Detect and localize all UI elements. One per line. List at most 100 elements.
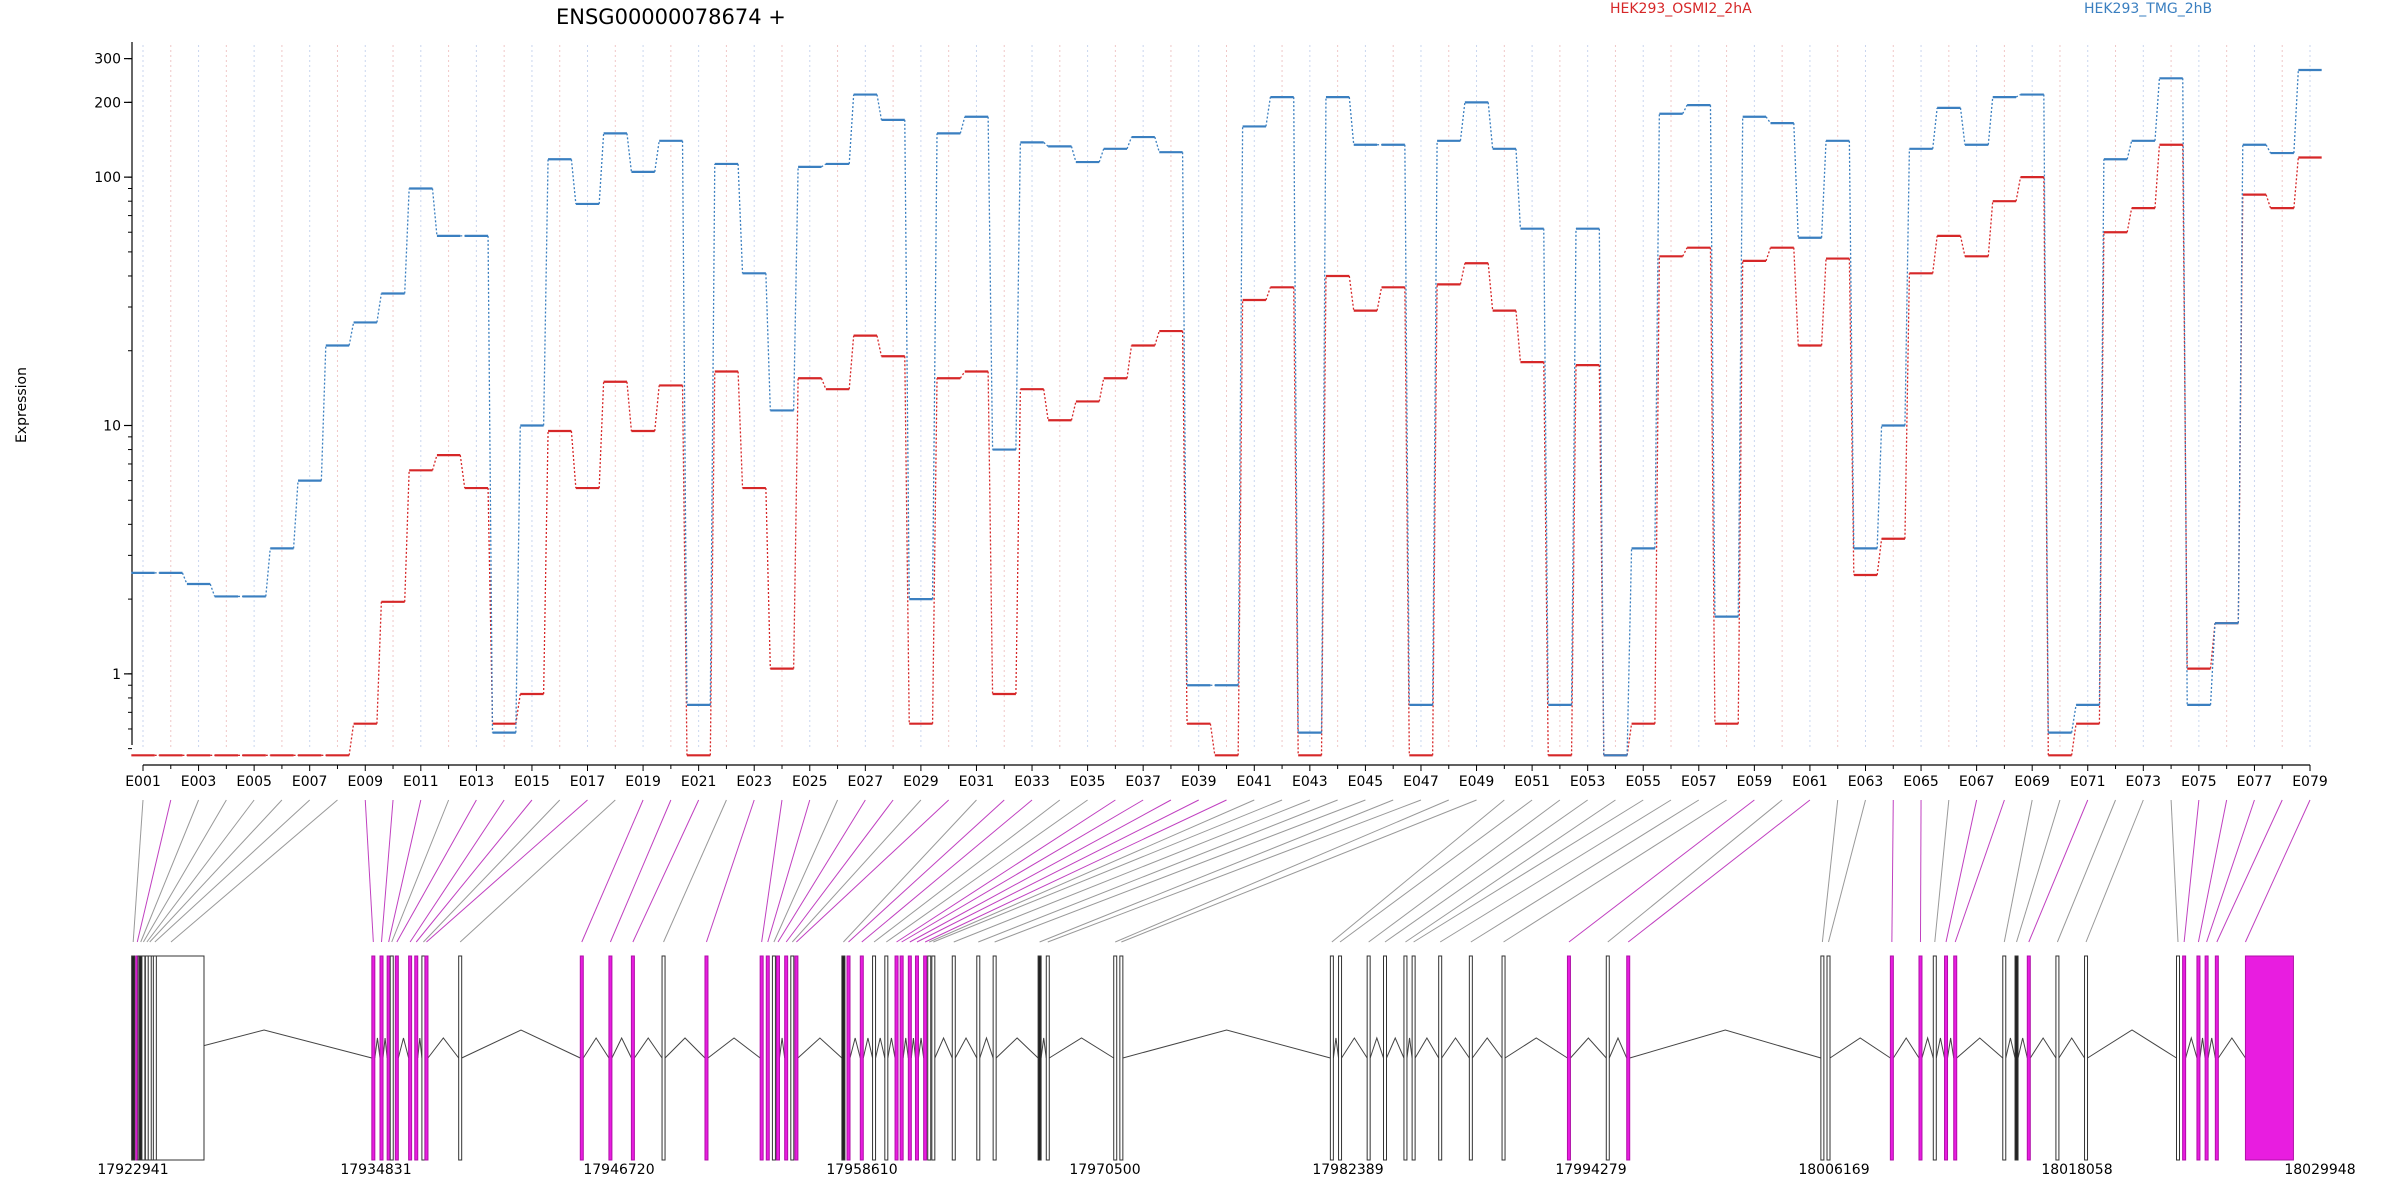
intron-line bbox=[875, 1037, 886, 1059]
connector-segment bbox=[1543, 228, 1549, 705]
connector-segment bbox=[1181, 331, 1188, 724]
y-axis: 1 10 100 200 300 bbox=[94, 42, 133, 750]
exon-block-e053 bbox=[1383, 955, 1388, 1161]
connector-segment bbox=[987, 371, 994, 694]
connector-segment bbox=[904, 356, 910, 724]
connector-segment bbox=[2154, 144, 2161, 209]
exon-block-e010 bbox=[379, 955, 384, 1161]
connector-segment bbox=[2182, 78, 2188, 705]
connector-segment bbox=[459, 455, 466, 489]
connector-segment bbox=[1154, 330, 1160, 346]
exon-block-e043 bbox=[951, 955, 956, 1161]
exon-block-e037 bbox=[899, 955, 904, 1161]
connector-e003 bbox=[140, 799, 200, 943]
exon-block-e048 bbox=[1113, 955, 1118, 1161]
intron-line bbox=[1414, 1037, 1440, 1059]
connector-e014 bbox=[409, 799, 505, 943]
x-tick-label-e021: E021 bbox=[681, 774, 717, 790]
connector-segment bbox=[1848, 258, 1855, 576]
exon-block-e018 bbox=[458, 955, 463, 1161]
connector-segment bbox=[1098, 378, 1105, 402]
connector-e009 bbox=[364, 799, 374, 943]
connector-e013 bbox=[396, 799, 477, 943]
connector-e024 bbox=[761, 799, 783, 943]
connector-e033 bbox=[861, 799, 1033, 943]
connector-e072 bbox=[2056, 799, 2116, 943]
exon-block-e023 bbox=[704, 955, 709, 1161]
intron-line bbox=[397, 1037, 410, 1059]
connector-e032 bbox=[848, 799, 1005, 943]
connector-segment bbox=[2265, 194, 2272, 209]
series-lines bbox=[131, 68, 2322, 757]
intron-line bbox=[664, 1037, 706, 1059]
connector-segment bbox=[2126, 140, 2133, 160]
connector-e022 bbox=[663, 799, 727, 943]
y-tick-label: 200 bbox=[94, 95, 121, 111]
connector-e005 bbox=[146, 799, 255, 943]
x-tick-label-e005: E005 bbox=[236, 774, 272, 790]
x-tick-label-e067: E067 bbox=[1959, 774, 1995, 790]
exon-block-e045 bbox=[992, 955, 997, 1161]
exon-block-e028 bbox=[784, 955, 789, 1161]
connector-segment bbox=[1820, 258, 1827, 346]
intron-line bbox=[374, 1037, 381, 1059]
exon-block-e051 bbox=[1338, 955, 1343, 1161]
exon-block-e065 bbox=[1918, 955, 1923, 1161]
connector-segment bbox=[2209, 623, 2216, 705]
exon-block-e070 bbox=[2014, 955, 2019, 1161]
intron-line bbox=[1629, 1029, 1822, 1059]
genomic-coordinate-labels: 17922941 17934831 17946720 17958610 17970500… bbox=[97, 1162, 2355, 1178]
connector-segment bbox=[1043, 389, 1049, 421]
exon-block-e026 bbox=[771, 955, 776, 1161]
connector-segment bbox=[1181, 152, 1188, 686]
connector-e059 bbox=[1568, 799, 1755, 943]
exon-block-e042 bbox=[931, 955, 936, 1161]
connector-e055 bbox=[1413, 799, 1644, 943]
exon-block-e056 bbox=[1438, 955, 1443, 1161]
x-tick-label-e007: E007 bbox=[292, 774, 328, 790]
x-tick-label-e003: E003 bbox=[181, 774, 217, 790]
x-tick-label-e071: E071 bbox=[2070, 774, 2106, 790]
connector-segment bbox=[765, 273, 771, 411]
exon-block-e079 bbox=[2244, 955, 2294, 1161]
connector-e048 bbox=[1115, 799, 1449, 943]
connector-e074 bbox=[2170, 799, 2179, 943]
connector-e035 bbox=[886, 799, 1088, 943]
x-tick-label-e039: E039 bbox=[1181, 774, 1217, 790]
connector-segment bbox=[2070, 704, 2077, 733]
connector-segment bbox=[320, 345, 327, 481]
connector-e036 bbox=[896, 799, 1116, 943]
connector-e049 bbox=[1121, 799, 1477, 943]
exon-gridlines bbox=[142, 45, 2311, 750]
connector-e004 bbox=[142, 799, 227, 943]
connector-segment bbox=[2154, 78, 2161, 141]
connector-e008 bbox=[170, 799, 338, 943]
connector-segment bbox=[876, 335, 883, 357]
intron-line bbox=[1935, 1037, 1946, 1059]
connector-segment bbox=[2265, 144, 2272, 154]
connector-segment bbox=[348, 723, 355, 756]
connector-segment bbox=[820, 377, 827, 390]
connector-segment bbox=[1682, 104, 1688, 115]
connector-segment bbox=[404, 470, 410, 602]
connector-e017 bbox=[426, 799, 588, 943]
connector-e054 bbox=[1405, 799, 1616, 943]
intron-line bbox=[1504, 1037, 1568, 1059]
gene-model bbox=[131, 955, 2294, 1161]
connector-segment bbox=[487, 235, 494, 733]
intron-line bbox=[1921, 1036, 1934, 1059]
exon-block-e078 bbox=[2214, 955, 2219, 1161]
exon-block-e030 bbox=[794, 955, 799, 1161]
connector-e016 bbox=[423, 799, 561, 943]
connector-e042 bbox=[933, 799, 1283, 943]
exon-connector-lines bbox=[132, 799, 2311, 943]
connector-segment bbox=[626, 381, 633, 432]
x-tick-label-e043: E043 bbox=[1292, 774, 1328, 790]
intron-line bbox=[611, 1036, 632, 1059]
x-tick-label-e057: E057 bbox=[1681, 774, 1717, 790]
connector-segment bbox=[2209, 623, 2216, 669]
connector-segment bbox=[1570, 228, 1577, 705]
x-tick-label-e069: E069 bbox=[2014, 774, 2050, 790]
intron-line bbox=[917, 1037, 925, 1059]
